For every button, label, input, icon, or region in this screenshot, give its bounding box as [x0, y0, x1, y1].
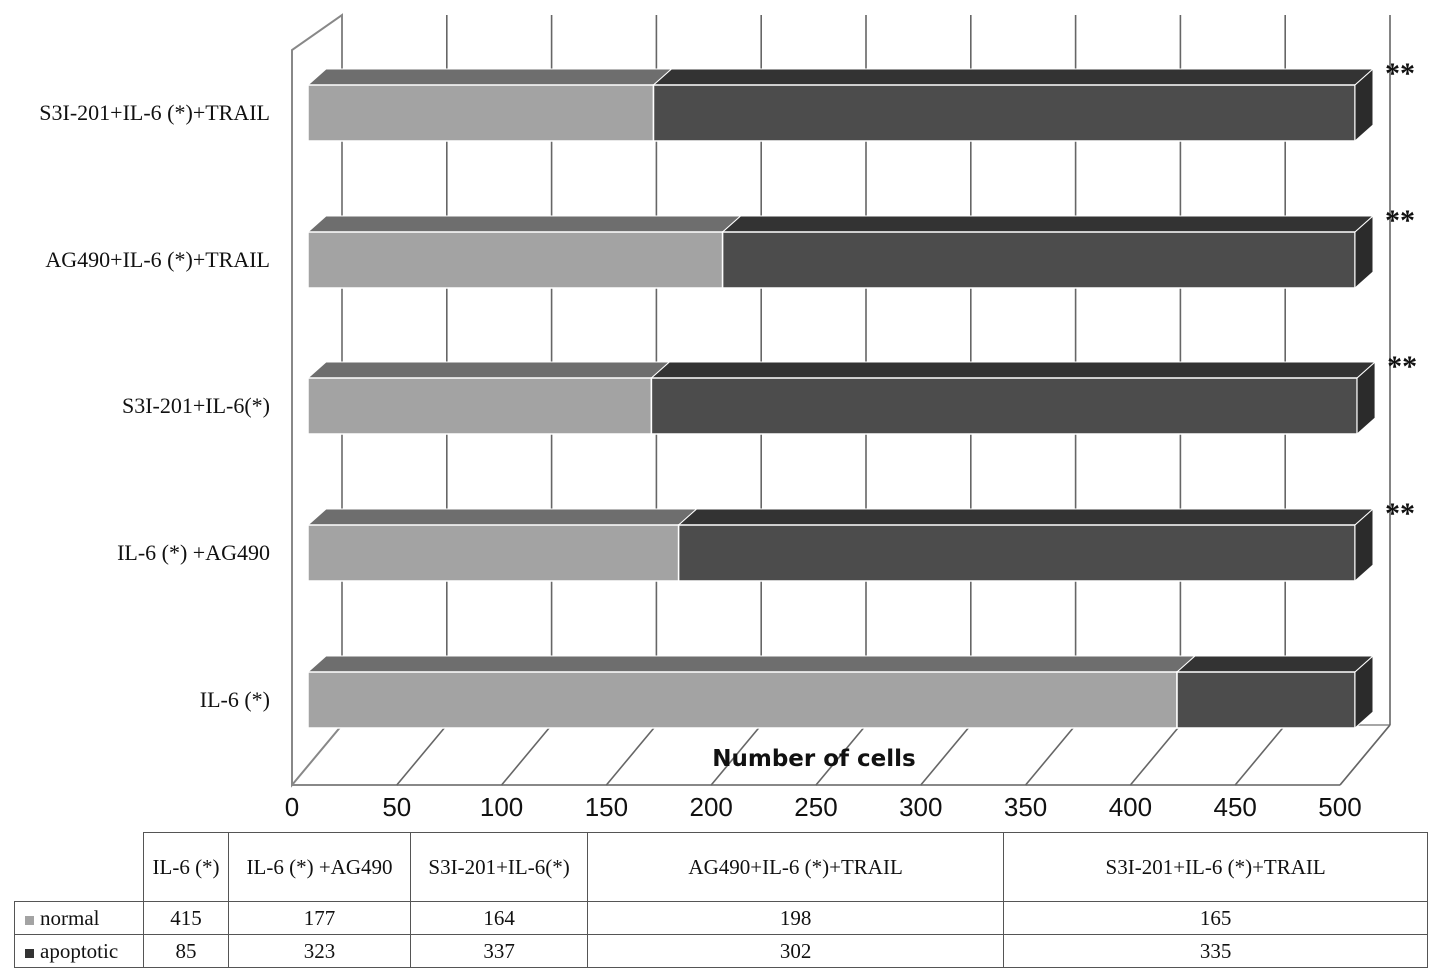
- data-table-category: IL-6 (*): [143, 832, 229, 902]
- data-table-cell: 164: [410, 901, 588, 935]
- x-tick-label: 100: [480, 792, 523, 822]
- gridline-floor: [1339, 724, 1391, 786]
- significance-marker: **: [1385, 497, 1415, 530]
- bar-top-normal: [306, 361, 671, 379]
- legend-entry-normal: normal: [13, 901, 145, 935]
- bar-normal: [307, 231, 724, 289]
- bar-apoptotic: [677, 524, 1356, 582]
- x-tick-label: 350: [1004, 792, 1047, 822]
- category-label: S3I-201+IL-6(*): [122, 393, 270, 418]
- legend-swatch-apoptotic: [25, 948, 34, 958]
- bar-end-face: [1356, 360, 1376, 436]
- data-table-category: S3I-201+IL-6(*): [410, 832, 588, 902]
- gridline-floor: [1234, 724, 1286, 786]
- data-table-category-label: AG490+IL-6 (*)+TRAIL: [688, 855, 903, 879]
- data-table: IL-6 (*) IL-6 (*) +AG490 S3I-201+IL-6(*)…: [13, 832, 1428, 968]
- gridline-floor: [500, 724, 553, 786]
- stacked-bar-chart: IL-6 (*) IL-6 (*) +AG490 S3I-201+IL-6(*) AG…: [39, 13, 1417, 822]
- bar-end-face: [1354, 654, 1374, 730]
- data-table-cell: 335: [1003, 934, 1428, 968]
- legend-entry-apoptotic: apoptotic: [13, 934, 145, 968]
- bar-top-apoptotic: [652, 68, 1375, 86]
- data-table-cell: 337: [410, 934, 588, 968]
- category-label: AG490+IL-6 (*)+TRAIL: [45, 247, 270, 272]
- data-table-category-label: IL-6 (*) +AG490: [246, 855, 393, 879]
- bar-top-apoptotic: [721, 215, 1375, 233]
- x-axis-title: Number of cells: [712, 746, 916, 772]
- gridline-floor: [605, 724, 658, 786]
- data-table-category-label: IL-6 (*): [152, 855, 220, 879]
- data-table-cell: 177: [227, 901, 412, 935]
- x-tick-label: 500: [1318, 792, 1361, 822]
- significance-marker: **: [1387, 350, 1417, 383]
- bars: [306, 67, 1377, 730]
- x-tick-labels: 0 50 100 150 200 250 300 350 400 450 500: [285, 792, 1362, 822]
- data-table-row-normal: normal 415 177 164 198 165: [13, 901, 1428, 935]
- bar-apoptotic: [721, 231, 1356, 289]
- bar-normal: [307, 377, 653, 435]
- data-table-category: S3I-201+IL-6 (*)+TRAIL: [1003, 832, 1428, 902]
- data-table-corner: [14, 832, 145, 902]
- x-tick-label: 300: [899, 792, 942, 822]
- significance-marker: **: [1385, 204, 1415, 237]
- data-table-cell: 415: [143, 901, 229, 935]
- data-table-cell: 302: [586, 934, 1005, 968]
- bar-top-apoptotic: [650, 361, 1377, 379]
- bar-apoptotic: [650, 377, 1358, 435]
- category-label: IL-6 (*) +AG490: [117, 540, 270, 565]
- x-tick-label: 250: [794, 792, 837, 822]
- legend-swatch-normal: [25, 915, 34, 925]
- category-labels: IL-6 (*) IL-6 (*) +AG490 S3I-201+IL-6(*) AG…: [39, 100, 270, 712]
- data-table-row-apoptotic: apoptotic 85 323 337 302 335: [13, 934, 1428, 968]
- data-table-category-label: S3I-201+IL-6 (*)+TRAIL: [1105, 855, 1326, 879]
- x-tick-label: 400: [1109, 792, 1152, 822]
- legend-label-normal: normal: [40, 906, 100, 930]
- data-table-category: IL-6 (*) +AG490: [227, 832, 412, 902]
- gridline-floor: [1024, 724, 1077, 786]
- gridline-floor: [1129, 724, 1182, 786]
- gridline-floor: [815, 724, 867, 786]
- significance-markers: ** ** ** **: [1385, 57, 1417, 530]
- bar-normal: [307, 84, 655, 142]
- bar-normal: [307, 671, 1178, 729]
- legend-label-apoptotic: apoptotic: [40, 939, 119, 963]
- data-table-cell: 323: [227, 934, 412, 968]
- category-label: IL-6 (*): [200, 687, 270, 712]
- x-tick-label: 0: [285, 792, 299, 822]
- x-tick-label: 150: [585, 792, 628, 822]
- bar-end-face: [1354, 507, 1374, 583]
- bar-apoptotic: [652, 84, 1356, 142]
- data-table-category-label: S3I-201+IL-6(*): [428, 855, 570, 879]
- data-table-cell: 165: [1003, 901, 1428, 935]
- bar-top-normal: [306, 508, 698, 526]
- data-table-cell: 198: [586, 901, 1005, 935]
- data-table-category: AG490+IL-6 (*)+TRAIL: [586, 832, 1005, 902]
- bar-top-normal: [306, 655, 1197, 673]
- bar-end-face: [1354, 67, 1374, 143]
- bar-top-normal: [306, 215, 742, 233]
- data-table-cell: 85: [143, 934, 229, 968]
- bar-end-face: [1354, 214, 1374, 290]
- bar-normal: [307, 524, 680, 582]
- data-table-header-row: IL-6 (*) IL-6 (*) +AG490 S3I-201+IL-6(*)…: [14, 832, 1428, 902]
- significance-marker: **: [1385, 57, 1415, 90]
- x-tick-label: 200: [690, 792, 733, 822]
- bar-top-apoptotic: [1175, 655, 1375, 673]
- category-label: S3I-201+IL-6 (*)+TRAIL: [39, 100, 270, 125]
- bar-apoptotic: [1176, 671, 1356, 729]
- bar-top-apoptotic: [677, 508, 1375, 526]
- gridline-floor: [396, 724, 448, 786]
- gridline-floor: [920, 724, 972, 786]
- x-tick-label: 450: [1214, 792, 1257, 822]
- bar-top-normal: [306, 68, 673, 86]
- x-tick-label: 50: [382, 792, 411, 822]
- gridline-floor: [710, 724, 762, 786]
